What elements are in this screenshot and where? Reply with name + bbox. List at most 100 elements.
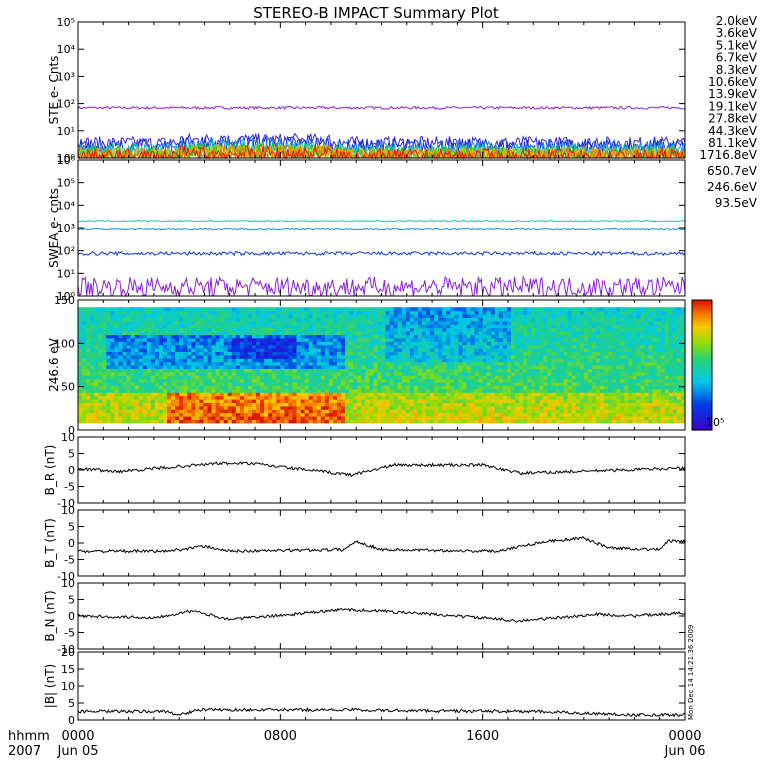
heatmap-cell: [122, 412, 128, 417]
heatmap-cell: [158, 307, 164, 312]
heatmap-cell: [357, 395, 362, 400]
heatmap-cell: [134, 320, 140, 325]
heatmap-cell: [624, 419, 629, 424]
heatmap-cell: [563, 331, 569, 336]
heatmap-cell: [595, 358, 601, 363]
heatmap-cell: [78, 398, 83, 403]
heatmap-cell: [454, 310, 459, 315]
heatmap-cell: [332, 368, 338, 373]
heatmap-cell: [316, 334, 322, 339]
heatmap-cell: [167, 375, 172, 380]
heatmap-cell: [377, 310, 383, 315]
heatmap-cell: [167, 337, 172, 342]
heatmap-cell: [134, 392, 140, 397]
heatmap-cell: [292, 324, 298, 329]
heatmap-cell: [426, 331, 431, 336]
heatmap-cell: [527, 361, 532, 366]
heatmap-cell: [239, 365, 245, 369]
heatmap-cell: [426, 307, 431, 312]
heatmap-cell: [482, 409, 488, 414]
heatmap-cell: [502, 324, 508, 329]
heatmap-cell: [539, 375, 544, 380]
heatmap-cell: [527, 371, 532, 376]
heatmap-cell: [442, 348, 447, 353]
heatmap-cell: [498, 351, 504, 356]
heatmap-cell: [600, 358, 605, 363]
heatmap-cell: [82, 375, 87, 380]
heatmap-cell: [632, 365, 638, 369]
heatmap-cell: [296, 358, 302, 363]
heatmap-cell: [478, 310, 484, 315]
heatmap-cell: [547, 354, 553, 359]
heatmap-cell: [94, 378, 99, 383]
heatmap-cell: [336, 358, 342, 363]
heatmap-cell: [272, 331, 277, 336]
heatmap-cell: [167, 398, 172, 403]
heatmap-cell: [494, 307, 500, 312]
heatmap-cell: [494, 314, 500, 319]
heatmap-cell: [102, 331, 107, 336]
heatmap-cell: [308, 405, 314, 410]
heatmap-cell: [462, 354, 468, 359]
heatmap-cell: [587, 385, 593, 390]
heatmap-cell: [320, 358, 326, 363]
heatmap-cell: [636, 409, 642, 414]
heatmap-cell: [203, 314, 209, 319]
heatmap-cell: [171, 365, 176, 369]
heatmap-cell: [462, 381, 468, 386]
heatmap-cell: [389, 324, 395, 329]
heatmap-cell: [450, 395, 455, 400]
heatmap-cell: [454, 324, 459, 329]
heatmap-cell: [223, 371, 229, 376]
heatmap-cell: [207, 307, 213, 312]
heatmap-cell: [235, 395, 241, 400]
heatmap-cell: [223, 412, 229, 417]
heatmap-cell: [417, 307, 423, 312]
heatmap-cell: [644, 317, 650, 322]
heatmap-cell: [142, 320, 148, 325]
heatmap-cell: [158, 409, 164, 414]
heatmap-cell: [600, 415, 605, 420]
heatmap-cell: [171, 378, 176, 383]
heatmap-cell: [300, 388, 306, 393]
heatmap-cell: [260, 331, 265, 336]
heatmap-cell: [231, 388, 237, 393]
heatmap-cell: [171, 402, 176, 407]
heatmap-cell: [547, 331, 553, 336]
heatmap-cell: [304, 402, 310, 407]
heatmap-cell: [490, 351, 496, 356]
heatmap-cell: [490, 361, 496, 366]
heatmap-cell: [199, 348, 205, 353]
heatmap-cell: [134, 395, 140, 400]
heatmap-cell: [563, 324, 569, 329]
heatmap-cell: [417, 361, 423, 366]
heatmap-cell: [349, 331, 354, 336]
heatmap-cell: [595, 317, 601, 322]
heatmap-cell: [539, 317, 544, 322]
heatmap-cell: [381, 402, 387, 407]
heatmap-cell: [490, 378, 496, 383]
heatmap-cell: [510, 375, 516, 380]
heatmap-cell: [527, 314, 532, 319]
heatmap-cell: [264, 354, 269, 359]
heatmap-cell: [409, 351, 415, 356]
heatmap-cell: [644, 354, 650, 359]
heatmap-cell: [90, 368, 95, 373]
heatmap-cell: [284, 375, 290, 380]
heatmap-cell: [142, 354, 148, 359]
heatmap-cell: [239, 317, 245, 322]
heatmap-cell: [543, 381, 549, 386]
heatmap-cell: [648, 327, 654, 332]
heatmap-cell: [227, 331, 233, 336]
heatmap-cell: [389, 317, 395, 322]
heatmap-cell: [110, 402, 116, 407]
heatmap-cell: [474, 320, 480, 325]
heatmap-cell: [308, 344, 314, 349]
heatmap-cell: [162, 324, 168, 329]
heatmap-cell: [82, 341, 87, 346]
heatmap-cell: [336, 388, 342, 393]
heatmap-cell: [591, 324, 597, 329]
heatmap-cell: [82, 348, 87, 353]
heatmap-cell: [118, 392, 124, 397]
heatmap-cell: [102, 405, 107, 410]
